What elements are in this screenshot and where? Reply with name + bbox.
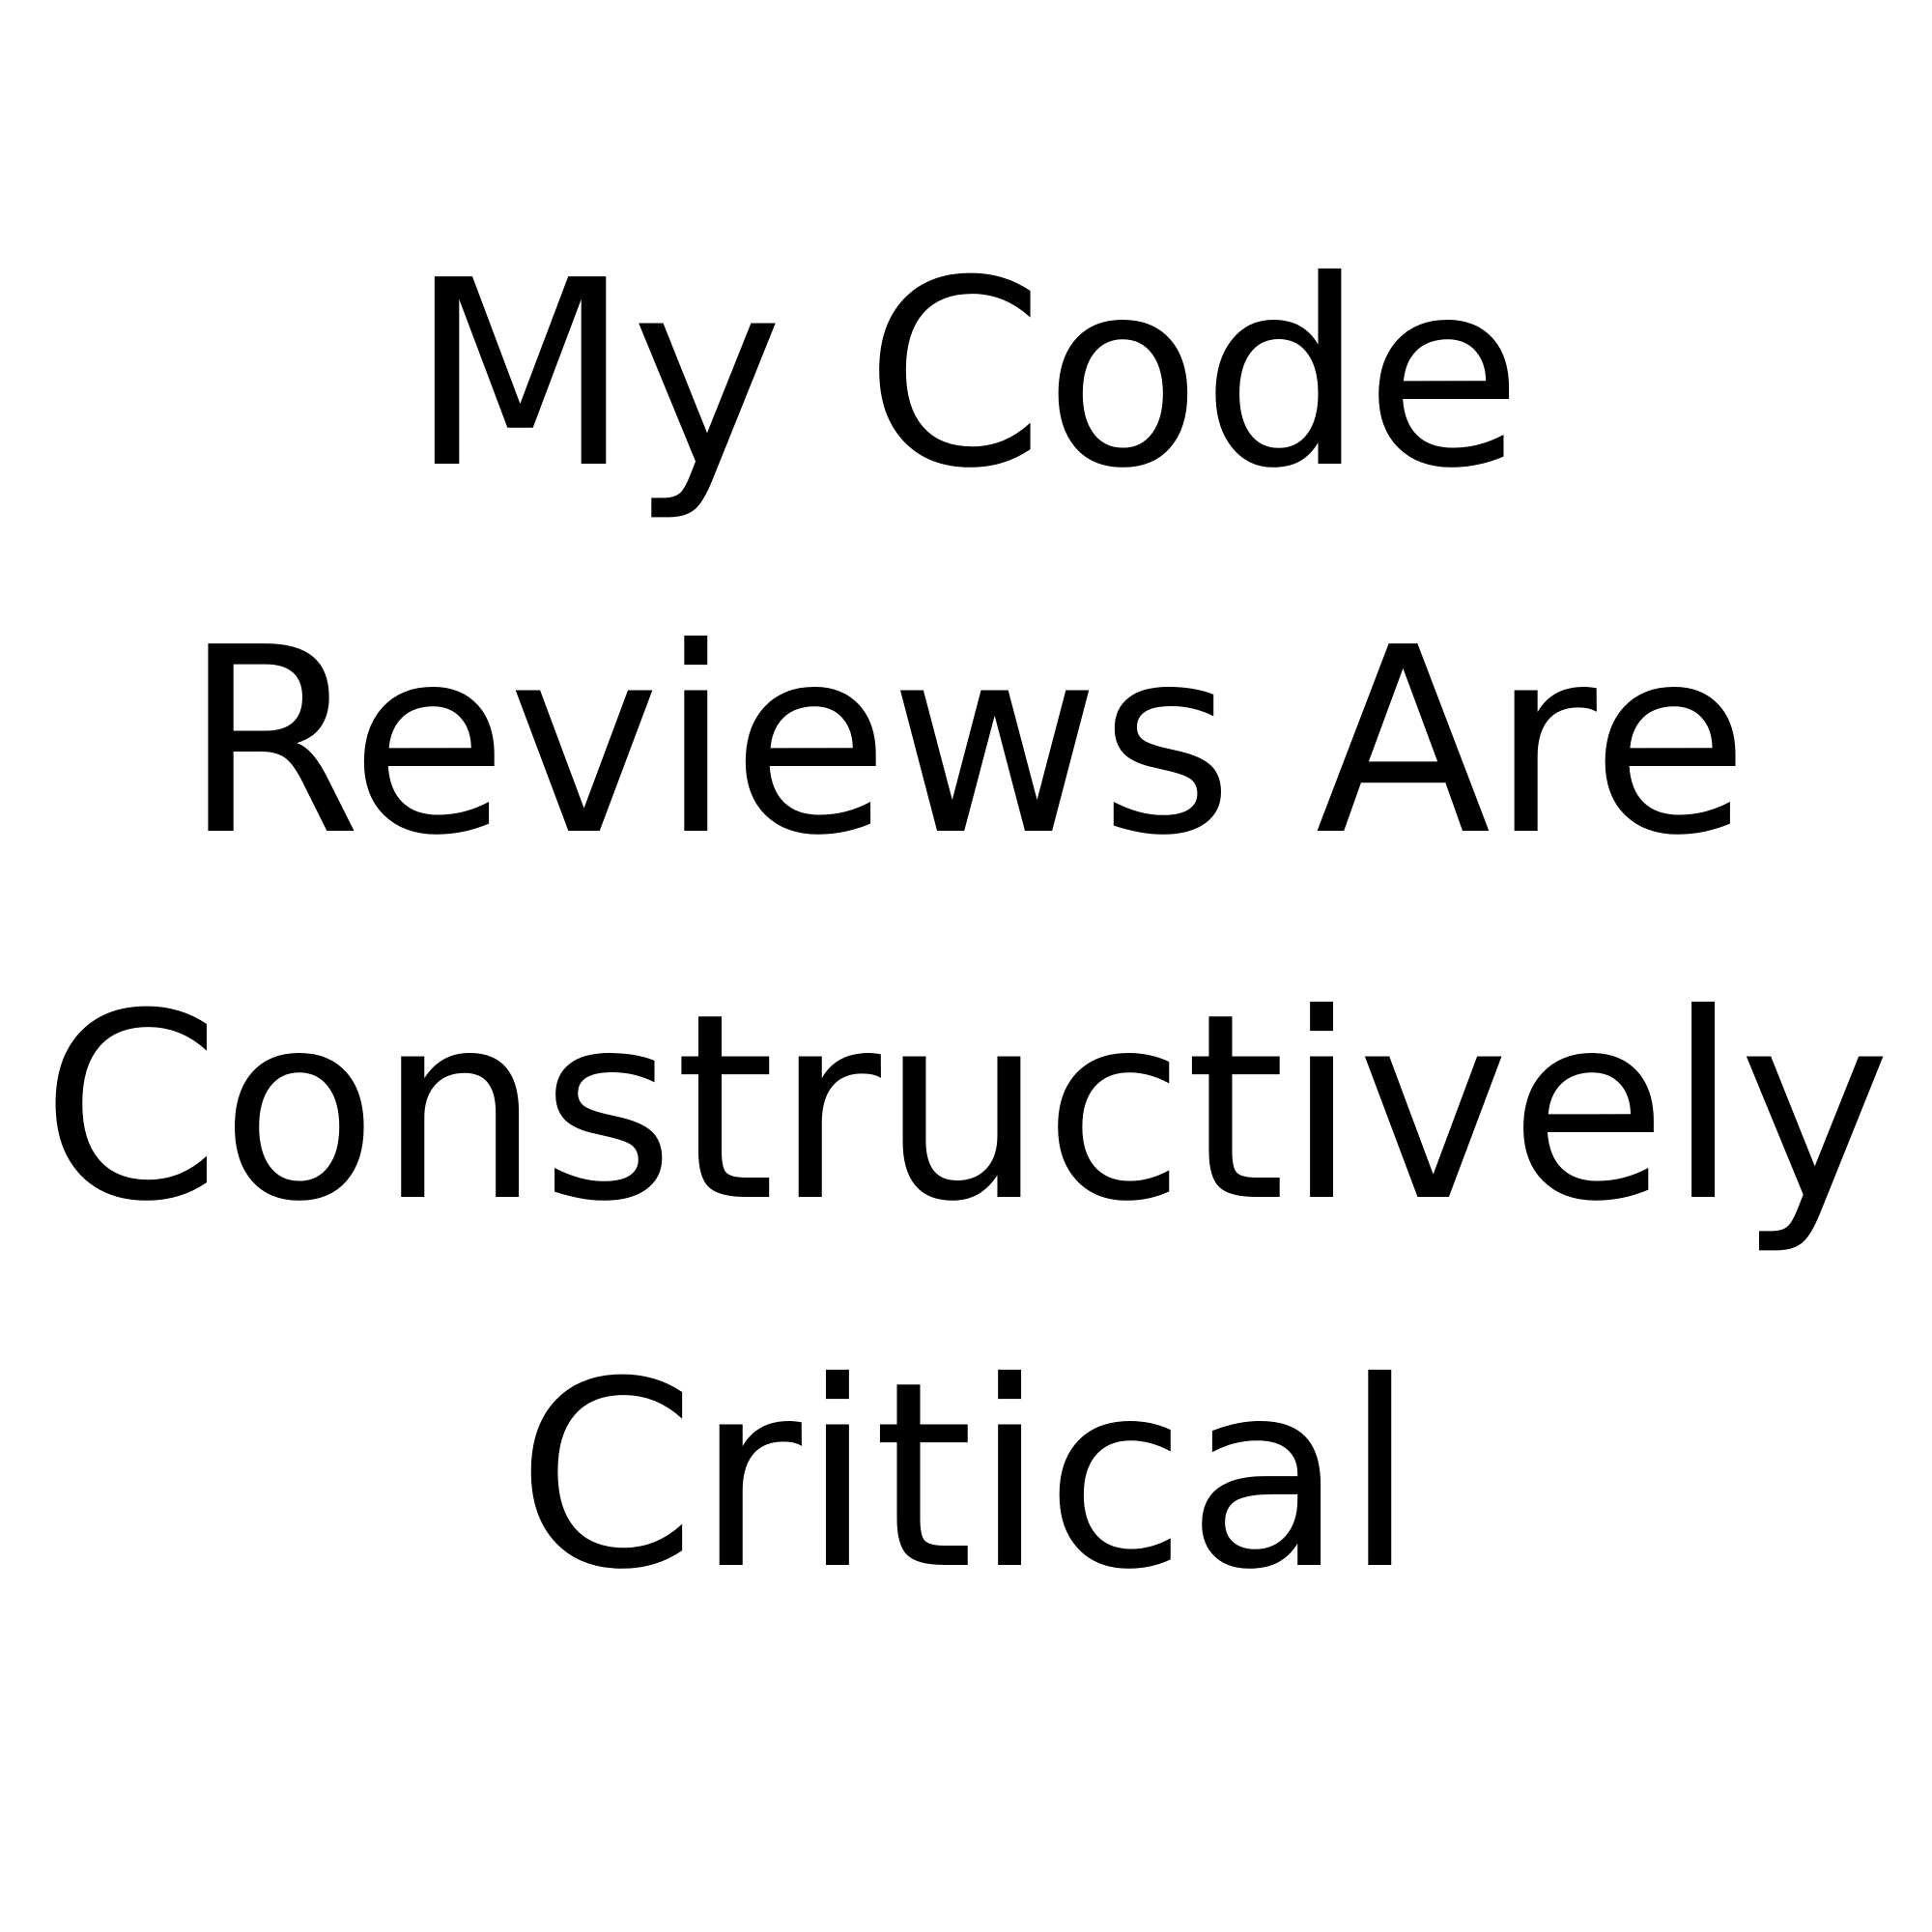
caption-line-2: Reviews Are [183, 592, 1749, 892]
caption-line-4: Critical [516, 1326, 1416, 1626]
caption-line-1: My Code [409, 225, 1523, 525]
caption-line-3: Constructively [41, 958, 1891, 1258]
